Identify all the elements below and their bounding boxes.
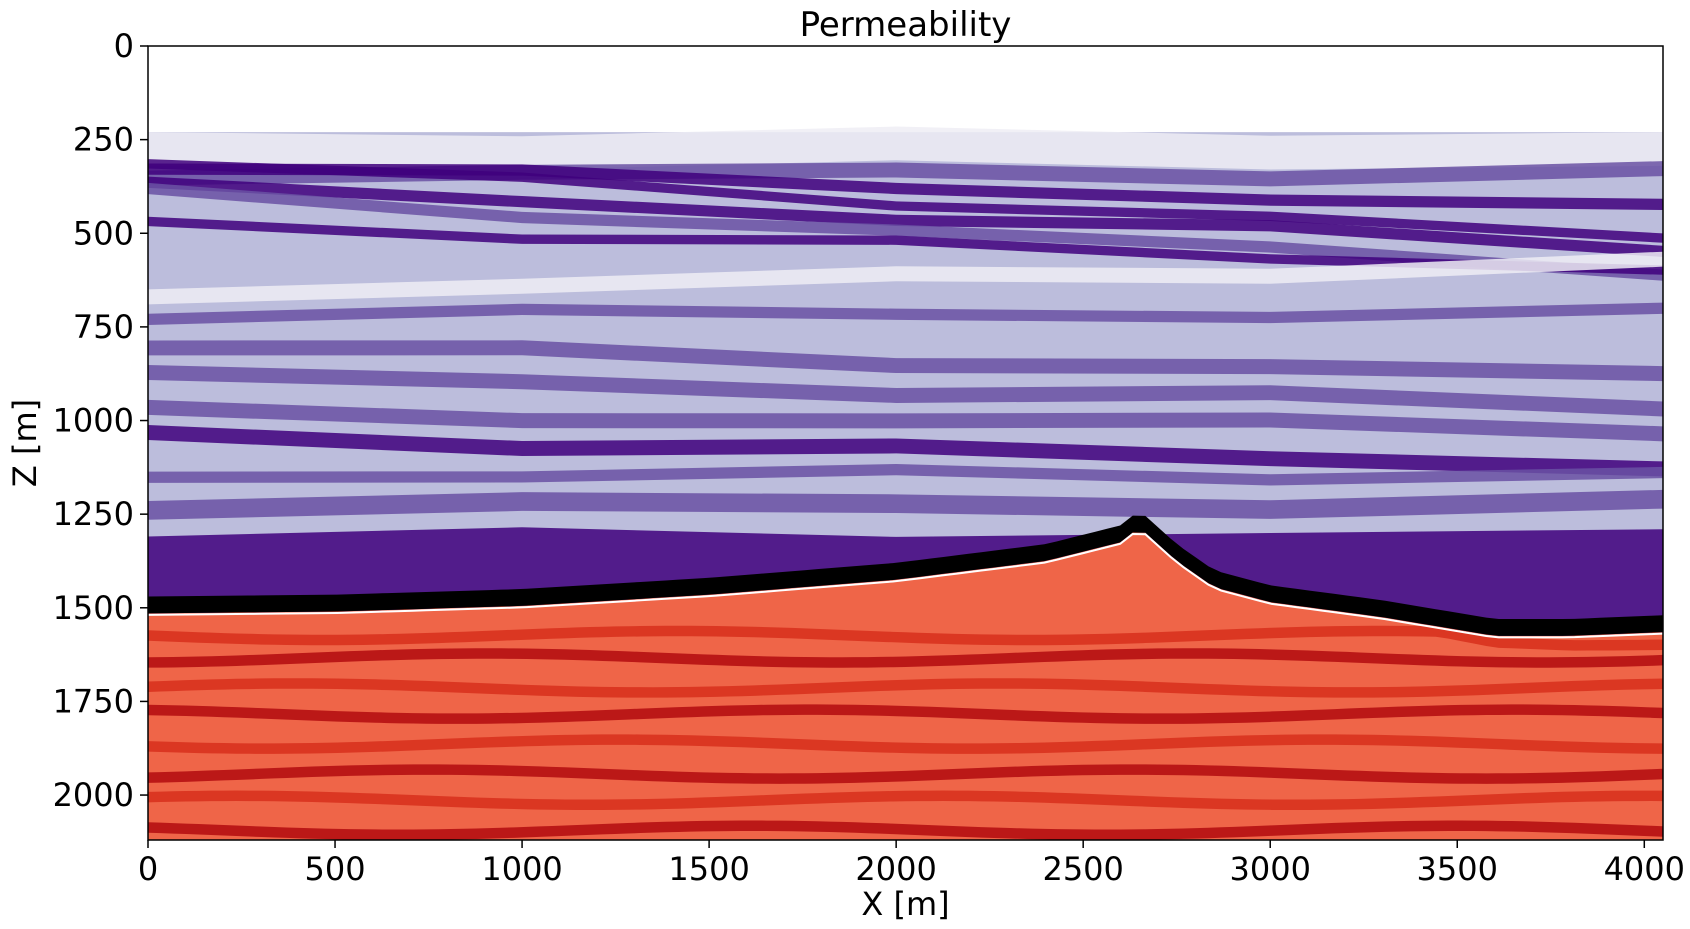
red-band (148, 678, 1663, 698)
x-tick-label: 0 (138, 850, 158, 888)
y-tick-label: 2000 (53, 776, 134, 814)
boundary-edge (148, 533, 1663, 639)
purple-band (148, 399, 1663, 442)
y-tick-label: 0 (114, 27, 134, 65)
purple-band (148, 182, 1663, 281)
y-axis: 0 250 500 750 1000 1250 1500 1750 2000 (53, 27, 148, 814)
salt-boundary (148, 515, 1663, 636)
x-tick-label: 2500 (1042, 850, 1123, 888)
red-band (148, 648, 1663, 668)
y-tick-label: 1750 (53, 682, 134, 720)
purple-band (148, 489, 1663, 520)
red-band (148, 625, 1663, 651)
purple-band (148, 216, 1663, 275)
purple-band (148, 463, 1663, 486)
purple-band (148, 251, 1663, 305)
purple-band (148, 176, 1663, 257)
red-band (148, 790, 1663, 811)
x-tick-label: 3000 (1230, 850, 1311, 888)
plot-area (148, 46, 1663, 840)
y-axis-label: Z [m] (6, 399, 44, 487)
plot-frame (147, 45, 1664, 841)
purple-band (148, 159, 1663, 243)
x-tick-label: 2000 (855, 850, 936, 888)
y-tick-label: 500 (73, 214, 134, 252)
y-tick-label: 250 (73, 121, 134, 159)
x-axis-label: X [m] (861, 885, 949, 923)
y-tick-label: 1250 (53, 495, 134, 533)
red-band (148, 734, 1663, 754)
purple-band (148, 365, 1663, 417)
y-tick-label: 1500 (53, 589, 134, 627)
y-tick-label: 750 (73, 308, 134, 346)
purple-band (148, 425, 1663, 477)
x-tick-label: 1500 (668, 850, 749, 888)
red-band (148, 764, 1663, 784)
x-tick-label: 4000 (1604, 850, 1685, 888)
x-tick-label: 3500 (1417, 850, 1498, 888)
purple-band (148, 126, 1663, 170)
purple-band (148, 302, 1663, 325)
x-tick-label: 500 (304, 850, 365, 888)
red-band (148, 704, 1663, 724)
purple-band (148, 340, 1663, 382)
x-axis: 0 500 1000 1500 2000 2500 3000 3500 4000 (138, 840, 1685, 888)
chart-title: Permeability (800, 5, 1012, 45)
red-band (148, 820, 1663, 840)
y-tick-label: 1000 (53, 402, 134, 440)
x-tick-label: 1000 (481, 850, 562, 888)
